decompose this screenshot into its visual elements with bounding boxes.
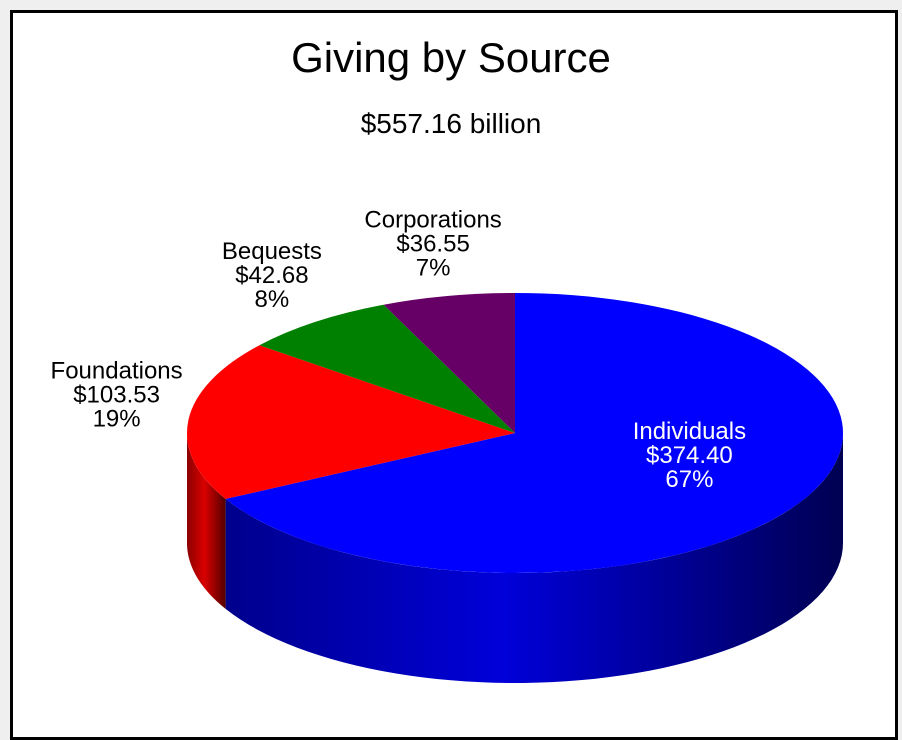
pie-slice-corporations	[383, 293, 515, 433]
slice-corporations-value-label: $36.55	[396, 230, 469, 257]
slice-individuals-name-label: Individuals	[633, 418, 746, 445]
chart-subtitle: $557.16 billion	[360, 108, 542, 139]
slice-foundations-name-label: Foundations	[51, 358, 183, 385]
pie-slice-individuals	[225, 293, 844, 573]
slice-individuals-value-label: $374.40	[646, 442, 733, 469]
slice-bequests-percent-label: 8%	[255, 286, 290, 313]
slice-bequests-value-label: $42.68	[235, 262, 308, 289]
chart-title: Giving by Source	[291, 34, 611, 81]
slice-corporations-name-label: Corporations	[364, 206, 501, 233]
pie-side-individuals	[225, 433, 843, 683]
pie-side-foundations	[187, 433, 226, 609]
slice-corporations-percent-label: 7%	[416, 254, 451, 281]
slice-foundations-value-label: $103.53	[73, 382, 160, 409]
slice-foundations-percent-label: 19%	[93, 406, 141, 433]
slice-individuals-percent-label: 67%	[665, 466, 713, 493]
pie-slice-bequests	[259, 304, 515, 433]
slice-bequests-name-label: Bequests	[222, 238, 322, 265]
pie-slice-foundations	[187, 345, 515, 499]
